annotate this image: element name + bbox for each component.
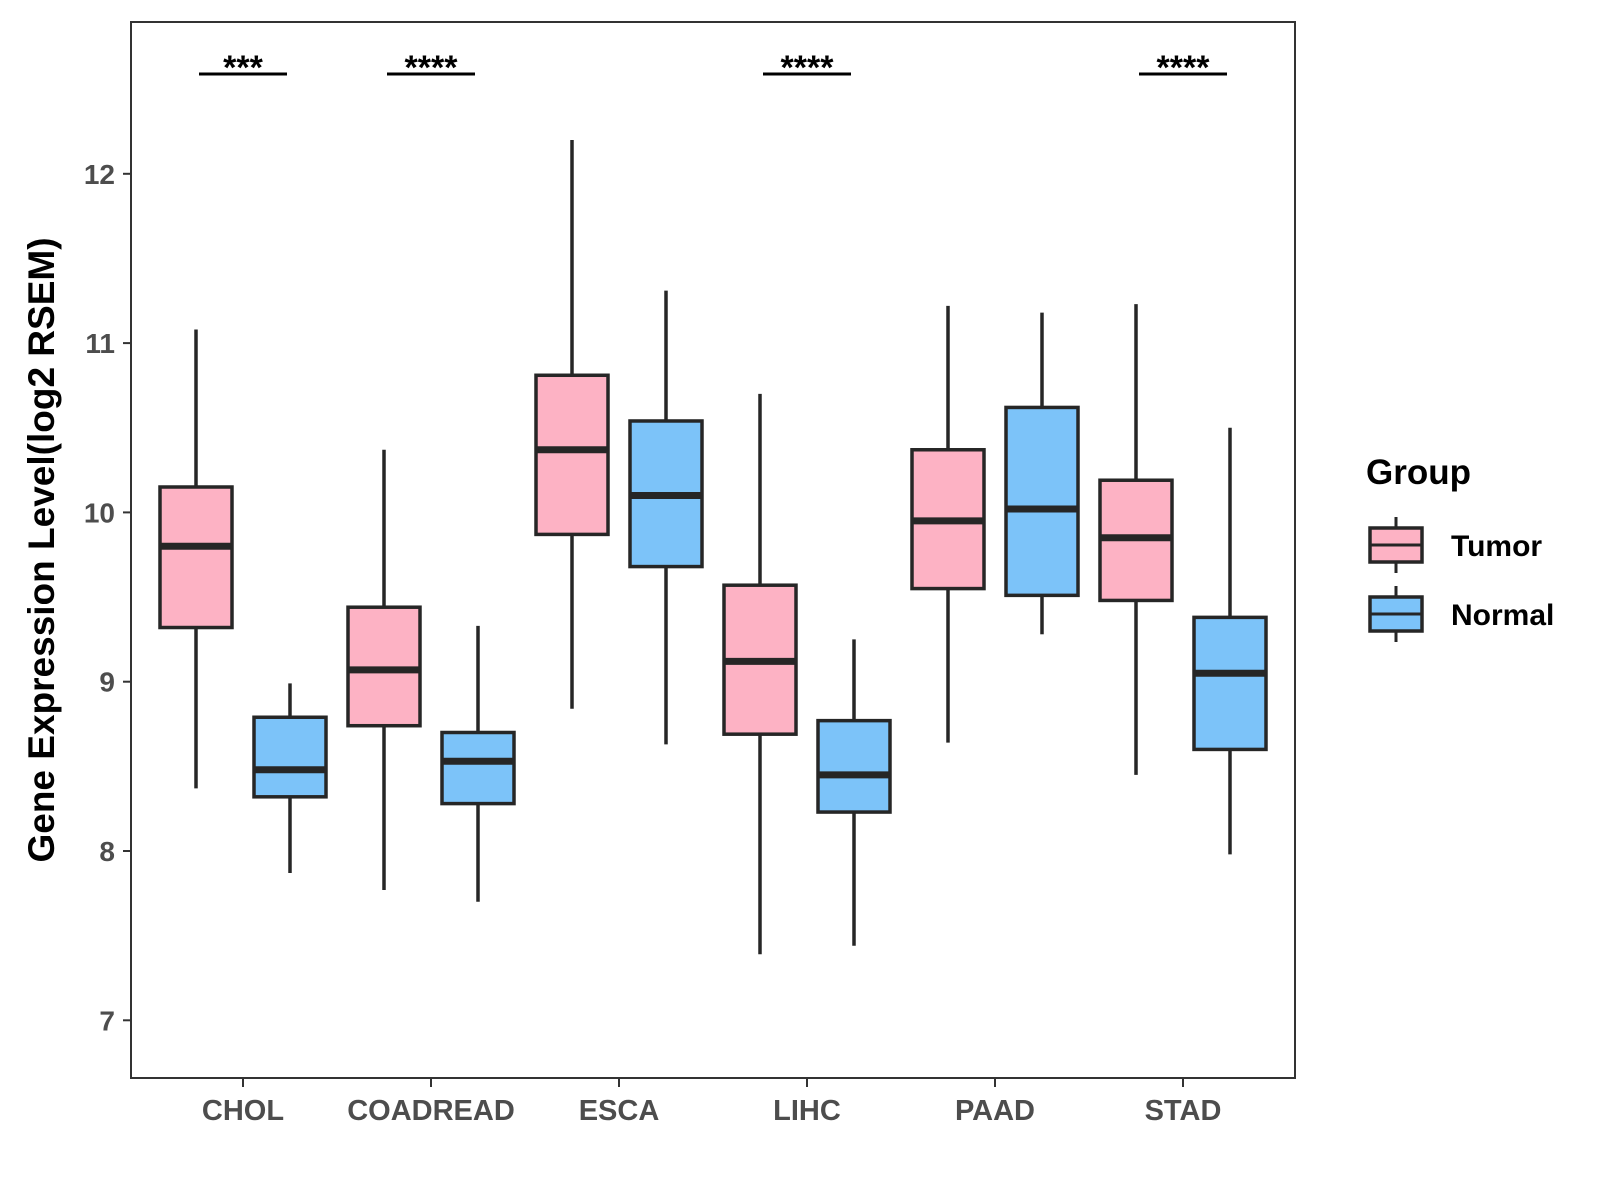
box-iqr [1004,405,1080,598]
y-tick-label: 8 [99,836,115,867]
legend-label: Normal [1451,599,1554,632]
box-iqr [158,485,234,630]
y-tick-label: 10 [84,497,115,528]
box-normal-lihc [816,639,892,946]
legend-label: Tumor [1451,530,1542,563]
x-tick-label: COADREAD [347,1095,515,1127]
box-normal-chol [252,683,328,874]
box-tumor-paad [910,305,986,743]
x-tick-label: LIHC [773,1095,841,1127]
significance-group: *** **** **** **** [199,49,1227,87]
x-tick-label: PAAD [955,1095,1035,1127]
box-tumor-lihc [722,393,798,955]
y-tick-label: 11 [85,328,115,359]
box-tumor-stad [1098,304,1174,775]
significance-label: **** [781,49,835,87]
legend: Group Tumor Normal [1366,453,1554,642]
box-tumor-chol [158,329,234,789]
box-tumor-esca [534,139,610,709]
box-normal-stad [1192,427,1268,855]
y-tick-label: 9 [99,667,115,698]
box-normal-esca [628,290,704,745]
box-iqr [534,373,610,537]
significance-label: **** [1157,49,1211,87]
y-axis-title: Gene Expression Level(log2 RSEM) [21,237,62,862]
box-series-group [158,139,1268,955]
legend-item-normal: Normal [1368,586,1554,642]
significance-label: *** [223,49,263,87]
x-tick-label: ESCA [579,1095,660,1127]
box-normal-coadread [440,625,516,902]
box-iqr [816,718,892,814]
x-axis: CHOL COADREAD ESCA LIHC PAAD STAD [202,1078,1221,1127]
x-tick-label: STAD [1145,1095,1222,1127]
box-iqr [1192,615,1268,752]
legend-title: Group [1366,453,1471,492]
box-tumor-coadread [346,449,422,890]
legend-item-tumor: Tumor [1368,517,1542,573]
legend-items: Tumor Normal [1368,517,1554,642]
y-axis: 7 8 9 10 11 12 [84,159,131,1036]
box-iqr [440,730,516,806]
x-tick-label: CHOL [202,1095,284,1127]
box-normal-paad [1004,312,1080,635]
significance-label: **** [405,49,459,87]
box-iqr [252,715,328,799]
y-tick-label: 12 [84,159,115,190]
y-tick-label: 7 [99,1005,115,1036]
